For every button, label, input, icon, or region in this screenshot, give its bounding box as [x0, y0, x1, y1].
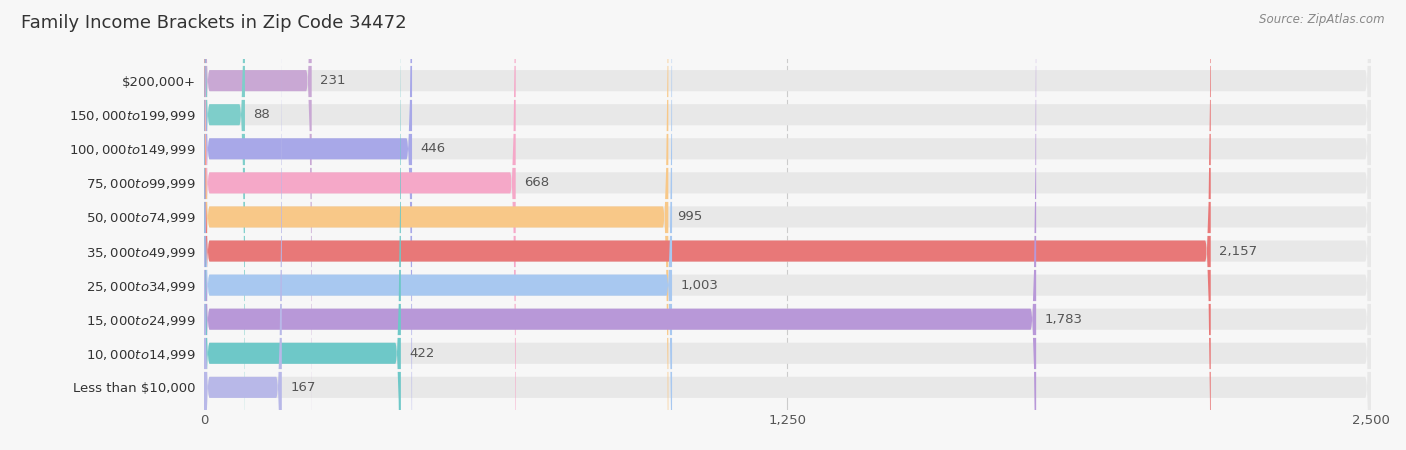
FancyBboxPatch shape: [204, 0, 1371, 450]
FancyBboxPatch shape: [204, 0, 245, 450]
FancyBboxPatch shape: [204, 0, 668, 450]
FancyBboxPatch shape: [204, 0, 1371, 450]
FancyBboxPatch shape: [204, 0, 1036, 450]
Text: 2,157: 2,157: [1219, 244, 1257, 257]
FancyBboxPatch shape: [204, 0, 312, 450]
Text: Family Income Brackets in Zip Code 34472: Family Income Brackets in Zip Code 34472: [21, 14, 406, 32]
FancyBboxPatch shape: [204, 0, 1371, 450]
FancyBboxPatch shape: [204, 0, 1371, 450]
Text: 231: 231: [321, 74, 346, 87]
FancyBboxPatch shape: [204, 0, 1371, 450]
FancyBboxPatch shape: [204, 0, 1211, 450]
FancyBboxPatch shape: [204, 0, 1371, 450]
Text: 88: 88: [253, 108, 270, 121]
FancyBboxPatch shape: [204, 0, 412, 450]
FancyBboxPatch shape: [204, 0, 1371, 450]
FancyBboxPatch shape: [204, 0, 281, 450]
Text: 1,783: 1,783: [1045, 313, 1083, 326]
Text: 446: 446: [420, 142, 446, 155]
FancyBboxPatch shape: [204, 0, 1371, 450]
FancyBboxPatch shape: [204, 0, 672, 450]
Text: 995: 995: [676, 211, 702, 224]
FancyBboxPatch shape: [204, 0, 1371, 450]
Text: 167: 167: [290, 381, 315, 394]
FancyBboxPatch shape: [204, 0, 1371, 450]
Text: Source: ZipAtlas.com: Source: ZipAtlas.com: [1260, 14, 1385, 27]
FancyBboxPatch shape: [204, 0, 516, 450]
Text: 1,003: 1,003: [681, 279, 718, 292]
Text: 668: 668: [524, 176, 550, 189]
FancyBboxPatch shape: [204, 0, 401, 450]
Text: 422: 422: [409, 347, 434, 360]
